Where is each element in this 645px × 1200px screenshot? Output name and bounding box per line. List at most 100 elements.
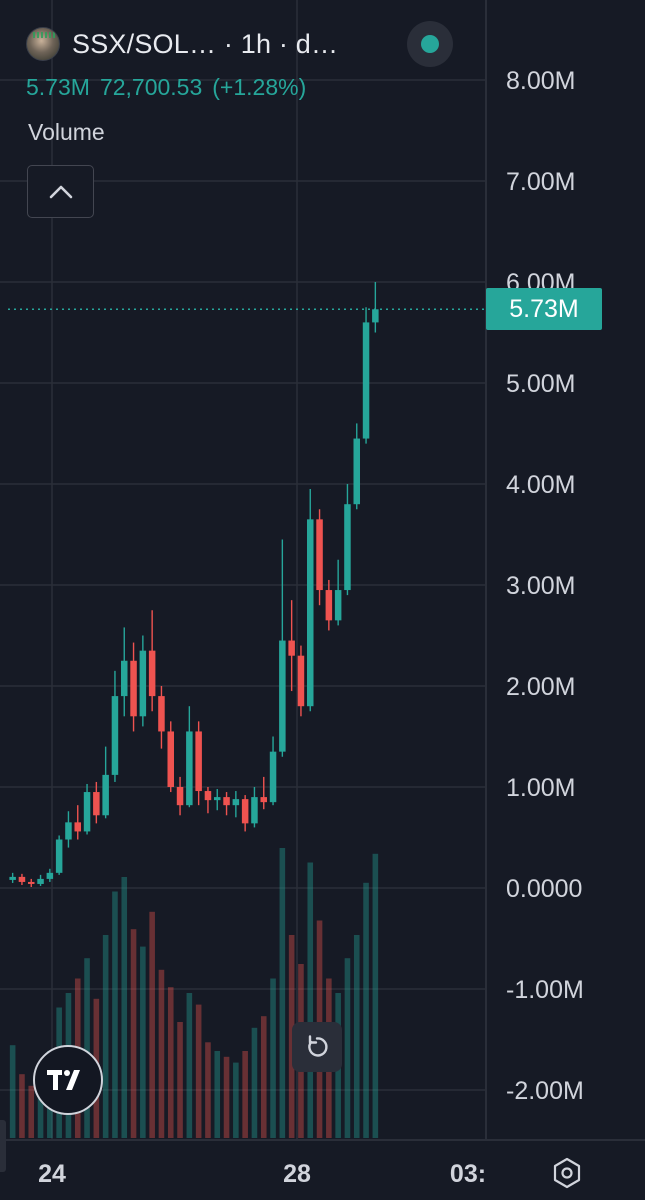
volume-bar <box>102 935 109 1138</box>
y-tick-label: 1.00M <box>506 774 575 802</box>
volume-bar <box>130 929 137 1138</box>
candle-body <box>195 731 202 792</box>
time-axis[interactable]: 24 28 03: <box>38 1160 486 1188</box>
volume-bar <box>9 1045 16 1138</box>
market-status-dot-icon <box>421 35 439 53</box>
tradingview-logo-icon[interactable] <box>33 1045 103 1115</box>
candle-body <box>93 792 100 816</box>
volume-bar <box>223 1056 230 1138</box>
candle-body <box>213 797 221 801</box>
candle-body <box>65 822 72 840</box>
y-tick-label: 4.00M <box>506 471 575 499</box>
candles <box>9 282 379 887</box>
volume-bar <box>260 1016 267 1138</box>
candle-body <box>9 876 16 880</box>
collapse-legend-button[interactable] <box>27 165 94 218</box>
volume-bar <box>205 1042 211 1138</box>
reset-rotate-icon <box>308 1035 328 1057</box>
candle-body <box>260 797 268 803</box>
volume-bar <box>270 978 276 1138</box>
candle-body <box>279 640 286 752</box>
chart-settings-button[interactable] <box>548 1154 586 1192</box>
legend-values: 5.73M 72,700.53 (+1.28%) <box>26 74 306 101</box>
hexagon-settings-icon <box>553 1157 581 1189</box>
volume-bar <box>28 1085 35 1138</box>
symbol-header[interactable]: SSX/SOL… · 1h · d… <box>26 24 338 64</box>
chevron-up-icon <box>49 185 72 198</box>
candle-body <box>102 774 109 816</box>
legend-price-value: 72,700.53 <box>99 74 203 100</box>
candle-body <box>372 309 379 323</box>
candle-body <box>232 799 240 806</box>
legend-volume-value: 5.73M <box>26 74 90 100</box>
volume-bar <box>279 848 286 1138</box>
candle-body <box>316 519 323 591</box>
legend-change: (+1.28%) <box>212 74 307 100</box>
candle-body <box>55 839 63 873</box>
volume-bar <box>84 958 90 1138</box>
candle-body <box>362 322 370 439</box>
candle-body <box>74 822 82 832</box>
volume-bar <box>242 1051 248 1138</box>
x-tick-label: 24 <box>38 1160 66 1188</box>
candle-body <box>111 696 119 775</box>
token-avatar-icon <box>26 27 60 61</box>
volume-bar <box>140 946 146 1138</box>
candle-body <box>334 590 342 621</box>
volume-bar <box>177 1022 183 1138</box>
side-panel-handle[interactable] <box>0 1120 6 1172</box>
candle-body <box>353 438 361 505</box>
candle-body <box>297 655 305 707</box>
volume-bar <box>214 1051 221 1138</box>
y-tick-label: 3.00M <box>506 572 575 600</box>
volume-bar <box>363 882 369 1138</box>
candle-body <box>139 650 147 717</box>
candle-body <box>27 881 35 884</box>
candle-body <box>176 787 184 806</box>
reset-chart-button[interactable] <box>292 1022 342 1072</box>
candle-body <box>120 660 128 697</box>
volume-bar <box>149 911 155 1138</box>
candle-body <box>186 731 193 806</box>
volume-bar <box>19 1074 25 1138</box>
price-axis[interactable]: 8.00M7.00M6.00M5.00M4.00M3.00M2.00M1.00M… <box>506 67 584 1105</box>
candle-body <box>37 878 44 884</box>
symbol-title[interactable]: SSX/SOL… · 1h · d… <box>72 28 339 59</box>
volume-bar <box>167 987 174 1138</box>
volume-bar <box>353 935 360 1138</box>
candle-body <box>130 660 137 717</box>
y-tick-label: 2.00M <box>506 673 575 701</box>
candle-body <box>288 640 295 656</box>
volume-bar <box>186 993 193 1138</box>
candle-body <box>306 519 314 707</box>
tradingview-mark-icon <box>47 1070 80 1090</box>
last-price-badge: 5.73M <box>486 288 602 330</box>
x-tick-label: 03: <box>450 1160 486 1188</box>
x-tick-label: 28 <box>283 1160 311 1188</box>
volume-bar <box>233 1062 239 1138</box>
candle-body <box>241 799 249 824</box>
volume-bar <box>158 969 165 1138</box>
candle-body <box>46 872 54 879</box>
volume-bar <box>112 891 118 1138</box>
y-tick-label: -1.00M <box>506 976 584 1004</box>
volume-bar <box>288 935 295 1138</box>
y-tick-label: 0.0000 <box>506 875 582 903</box>
candle-body <box>18 876 26 882</box>
market-status-button[interactable] <box>407 21 453 67</box>
candle-body <box>269 751 277 803</box>
candle-body <box>223 797 230 806</box>
y-tick-label: 7.00M <box>506 168 575 196</box>
volume-bar <box>344 958 351 1138</box>
volume-bar <box>195 1004 202 1138</box>
volume-bar <box>121 877 128 1138</box>
indicator-name[interactable]: Volume <box>28 119 105 145</box>
candle-body <box>325 590 333 621</box>
volume-bar <box>307 862 314 1138</box>
volume-bar <box>251 1027 258 1138</box>
candle-body <box>204 791 212 801</box>
y-tick-label: 8.00M <box>506 67 575 95</box>
candle-body <box>344 504 351 591</box>
